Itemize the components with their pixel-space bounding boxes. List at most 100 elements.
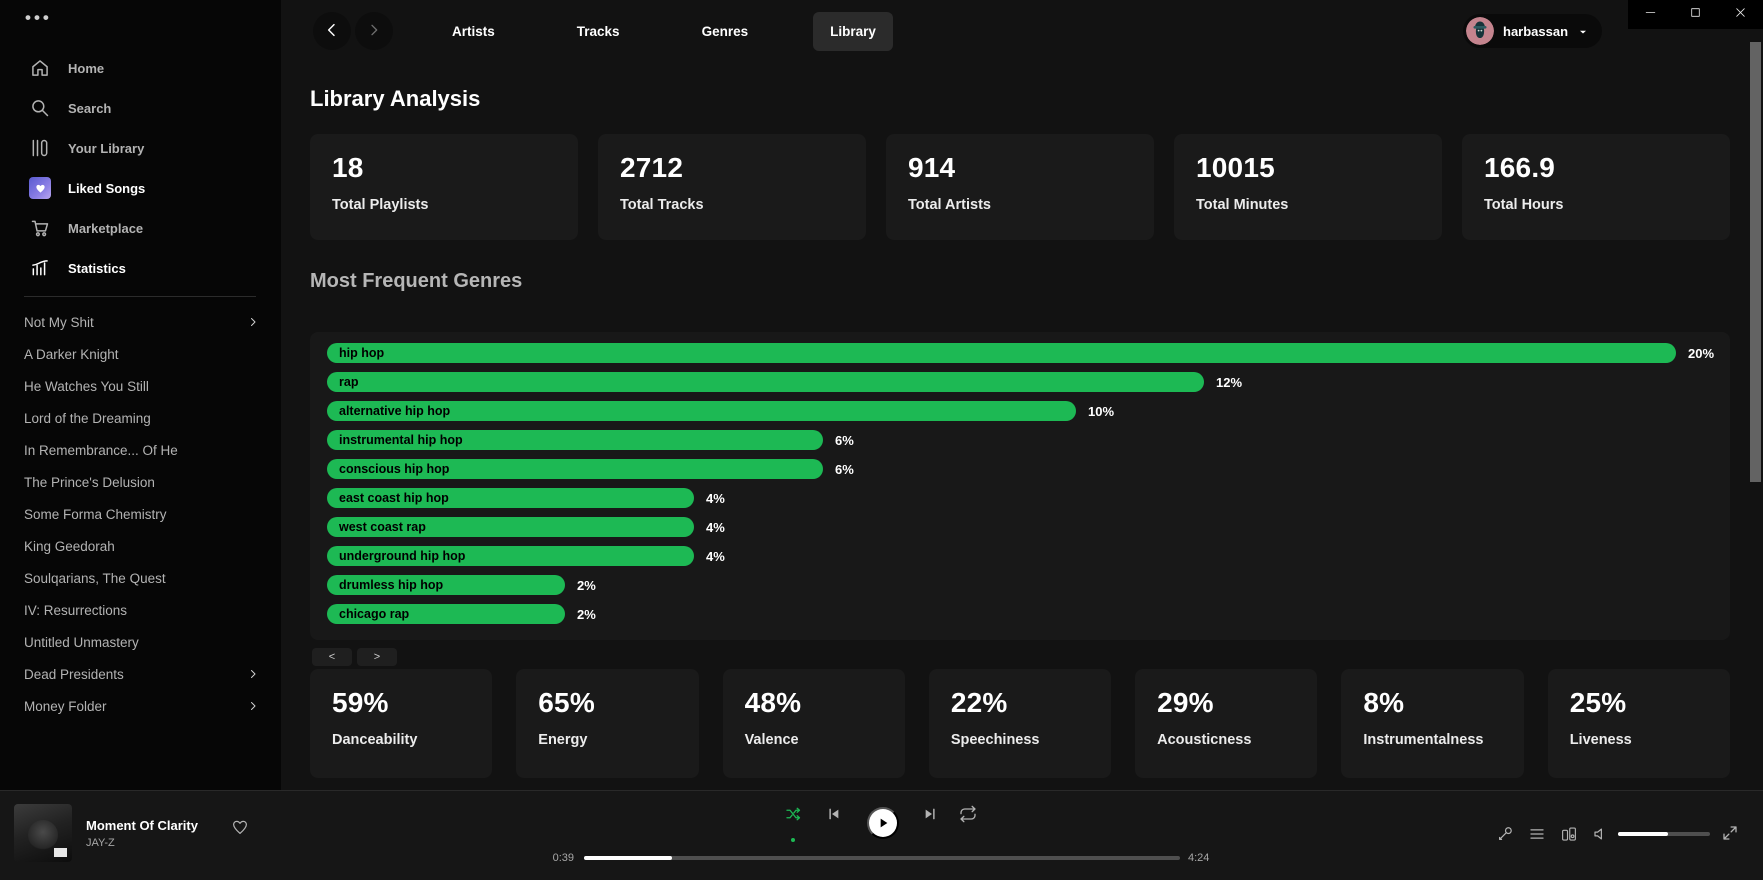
- sidebar-item-marketplace[interactable]: Marketplace: [0, 208, 281, 248]
- playlist-label: King Geedorah: [24, 538, 115, 554]
- playlist-label: Untitled Unmastery: [24, 634, 139, 650]
- card-label: Danceability: [332, 732, 418, 748]
- genre-bar-row-hip-hop: hip hop 20%: [327, 343, 1730, 363]
- scrollbar[interactable]: [1750, 42, 1761, 482]
- caret-down-icon: [1577, 25, 1589, 37]
- lyrics-mic-icon[interactable]: [1496, 825, 1514, 843]
- genre-bar-value: 6%: [835, 461, 854, 477]
- close-button[interactable]: [1718, 0, 1763, 29]
- genre-bar-value: 4%: [706, 548, 725, 564]
- genre-bar-label: east coast hip hop: [339, 491, 449, 505]
- playlist-item-a-darker-knight[interactable]: A Darker Knight: [0, 338, 281, 370]
- card-label: Total Artists: [908, 197, 991, 213]
- play-button[interactable]: [867, 807, 899, 839]
- forward-button[interactable]: [355, 12, 393, 50]
- volume-icon[interactable]: [1592, 825, 1610, 843]
- card-label: Total Tracks: [620, 197, 704, 213]
- card-label: Total Playlists: [332, 197, 429, 213]
- volume-slider[interactable]: [1618, 832, 1710, 836]
- card-value: 166.9: [1484, 152, 1556, 183]
- progress-fill: [584, 856, 672, 860]
- playlist-item-he-watches-you-still[interactable]: He Watches You Still: [0, 370, 281, 402]
- genre-bar: conscious hip hop: [327, 459, 823, 479]
- genre-bar-row-conscious-hip-hop: conscious hip hop 6%: [327, 459, 1730, 479]
- sidebar: ••• Home Search Your Library Liked Songs Mar…: [0, 0, 281, 790]
- shuffle-button[interactable]: [784, 805, 802, 823]
- playlist-item-iv-resurrections[interactable]: IV: Resurrections: [0, 594, 281, 626]
- card-label: Total Minutes: [1196, 197, 1289, 213]
- genre-bar-row-rap: rap 12%: [327, 372, 1730, 392]
- playlist-item-king-geedorah[interactable]: King Geedorah: [0, 530, 281, 562]
- next-track-button[interactable]: [922, 806, 938, 822]
- sidebar-item-home[interactable]: Home: [0, 48, 281, 88]
- chart-prev-button[interactable]: <: [312, 648, 352, 666]
- card-label: Valence: [744, 732, 799, 748]
- previous-track-button[interactable]: [826, 806, 842, 822]
- app-menu-icon[interactable]: •••: [25, 8, 52, 27]
- playlist-label: Lord of the Dreaming: [24, 410, 151, 426]
- genre-bar: hip hop: [327, 343, 1676, 363]
- playlist-item-untitled-unmastery[interactable]: Untitled Unmastery: [0, 626, 281, 658]
- tab-library[interactable]: Library: [813, 11, 893, 51]
- genre-bar-row-west-coast-rap: west coast rap 4%: [327, 517, 1730, 537]
- minimize-button[interactable]: [1628, 0, 1673, 29]
- back-button[interactable]: [313, 12, 351, 50]
- genre-bar-row-east-coast-hip-hop: east coast hip hop 4%: [327, 488, 1730, 508]
- maximize-button[interactable]: [1673, 0, 1718, 29]
- devices-icon[interactable]: [1560, 825, 1578, 843]
- playlist-list: Not My Shit A Darker Knight He Watches You…: [0, 306, 281, 722]
- card-value: 10015: [1196, 152, 1275, 183]
- genre-bar-row-instrumental-hip-hop: instrumental hip hop 6%: [327, 430, 1730, 450]
- elapsed-time: 0:39: [552, 852, 574, 864]
- stats-icon: [29, 257, 51, 279]
- stat-card-total-hours: 166.9 Total Hours: [1462, 134, 1730, 240]
- genre-bar: underground hip hop: [327, 546, 694, 566]
- playlist-item-some-forma-chemistry[interactable]: Some Forma Chemistry: [0, 498, 281, 530]
- sidebar-item-liked-songs[interactable]: Liked Songs: [0, 168, 281, 208]
- fullscreen-icon[interactable]: [1721, 824, 1739, 842]
- chevron-right-icon: [247, 668, 259, 680]
- repeat-button[interactable]: [958, 804, 978, 824]
- card-value: 2712: [620, 152, 684, 183]
- playlist-item-not-my-shit[interactable]: Not My Shit: [0, 306, 281, 338]
- queue-icon[interactable]: [1528, 825, 1546, 843]
- progress-bar[interactable]: [584, 856, 1180, 860]
- genre-bar-label: drumless hip hop: [339, 578, 444, 592]
- stat-card-total-artists: 914 Total Artists: [886, 134, 1154, 240]
- sidebar-item-statistics[interactable]: Statistics: [0, 248, 281, 288]
- genre-bar: drumless hip hop: [327, 575, 565, 595]
- chart-next-button[interactable]: >: [357, 648, 397, 666]
- stat-card-total-playlists: 18 Total Playlists: [310, 134, 578, 240]
- stat-card-total-minutes: 10015 Total Minutes: [1174, 134, 1442, 240]
- sidebar-item-search[interactable]: Search: [0, 88, 281, 128]
- sidebar-item-label: Search: [68, 100, 112, 116]
- tab-tracks[interactable]: Tracks: [576, 23, 620, 39]
- avatar: [1466, 17, 1494, 45]
- playlist-item-money-folder[interactable]: Money Folder: [0, 690, 281, 722]
- sidebar-item-label: Your Library: [68, 140, 145, 156]
- card-label: Speechiness: [950, 732, 1040, 748]
- card-value: 59%: [332, 687, 389, 718]
- playlist-item-in-remembrance-of-he[interactable]: In Remembrance... Of He: [0, 434, 281, 466]
- username: harbassan: [1503, 23, 1569, 39]
- playlist-item-the-prince-s-delusion[interactable]: The Prince's Delusion: [0, 466, 281, 498]
- tab-genres[interactable]: Genres: [701, 23, 749, 39]
- playlist-item-dead-presidents[interactable]: Dead Presidents: [0, 658, 281, 690]
- playlist-label: Soulqarians, The Quest: [24, 570, 166, 586]
- now-playing-artist[interactable]: JAY-Z: [86, 837, 115, 849]
- genre-bar-value: 2%: [577, 577, 596, 593]
- stat-card-total-tracks: 2712 Total Tracks: [598, 134, 866, 240]
- search-icon: [29, 97, 51, 119]
- user-menu[interactable]: harbassan: [1463, 14, 1603, 48]
- playlist-item-lord-of-the-dreaming[interactable]: Lord of the Dreaming: [0, 402, 281, 434]
- genre-bar-value: 6%: [835, 432, 854, 448]
- sidebar-item-your-library[interactable]: Your Library: [0, 128, 281, 168]
- tab-artists[interactable]: Artists: [452, 23, 495, 39]
- playlist-item-soulqarians-the-quest[interactable]: Soulqarians, The Quest: [0, 562, 281, 594]
- chevron-right-icon: [247, 700, 259, 712]
- genre-bar-value: 20%: [1688, 345, 1715, 361]
- now-playing-title[interactable]: Moment Of Clarity: [86, 818, 198, 833]
- genre-bar-row-chicago-rap: chicago rap 2%: [327, 604, 1730, 624]
- sidebar-item-label: Statistics: [68, 260, 126, 276]
- like-track-button[interactable]: [231, 818, 249, 836]
